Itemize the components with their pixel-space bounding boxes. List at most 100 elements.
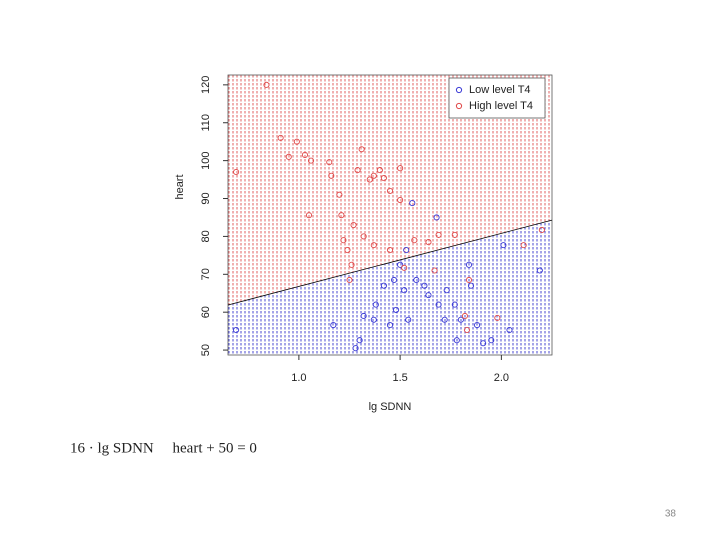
point: [397, 261, 404, 268]
legend-label: Low level T4: [469, 84, 531, 96]
point: [390, 276, 398, 284]
point: [403, 246, 410, 254]
point: [500, 242, 507, 249]
point: [393, 306, 400, 313]
point: [326, 159, 333, 166]
equation: 16 · lg SDNN heart + 50 = 0: [70, 440, 257, 456]
point: [397, 165, 404, 172]
point: [443, 287, 450, 294]
point: [441, 316, 448, 323]
point: [536, 267, 543, 274]
point: [328, 172, 335, 179]
point: [409, 200, 416, 207]
legend-marker: [455, 102, 463, 110]
point: [285, 153, 292, 160]
point: [277, 134, 284, 141]
y-tick-label: 100: [200, 151, 212, 169]
point: [397, 196, 404, 204]
point: [461, 312, 468, 320]
y-tick-label: 120: [200, 76, 212, 94]
point: [411, 237, 418, 244]
y-tick-label: 50: [200, 344, 212, 356]
x-tick-label: 2.0: [494, 372, 509, 384]
legend-box: [448, 77, 546, 119]
point: [346, 276, 353, 284]
point: [301, 151, 309, 158]
point: [453, 337, 460, 344]
point: [506, 326, 513, 334]
point: [467, 282, 475, 289]
point: [370, 172, 377, 179]
point: [380, 175, 387, 182]
point: [360, 312, 367, 320]
point: [474, 322, 481, 329]
point: [421, 282, 428, 289]
x-axis-label: lg SDNN: [369, 401, 412, 413]
point: [372, 301, 379, 308]
point: [425, 239, 432, 246]
point: [344, 246, 351, 254]
y-axis-label: heart: [174, 174, 186, 199]
point: [233, 326, 240, 334]
plot-frame: [227, 74, 553, 356]
point: [463, 326, 471, 334]
point: [350, 221, 357, 229]
point: [380, 282, 387, 289]
point: [307, 157, 315, 164]
point: [330, 322, 337, 329]
point: [433, 214, 440, 221]
point: [538, 226, 545, 234]
point: [435, 231, 442, 238]
point: [370, 316, 377, 323]
point: [386, 187, 394, 194]
point: [386, 322, 394, 329]
point: [366, 176, 373, 183]
point: [435, 301, 442, 308]
x-tick-label: 1.0: [291, 372, 306, 384]
point: [338, 212, 345, 219]
point: [352, 345, 359, 352]
point: [480, 340, 487, 347]
point: [405, 316, 412, 323]
y-tick-label: 110: [200, 114, 212, 132]
point: [356, 337, 363, 344]
point: [370, 242, 377, 249]
legend-marker: [455, 86, 463, 94]
point: [520, 242, 527, 249]
point: [358, 146, 365, 153]
point: [465, 276, 473, 284]
point: [360, 233, 367, 240]
point: [465, 261, 473, 268]
point: [305, 212, 313, 219]
point: [354, 167, 361, 174]
point: [425, 292, 432, 299]
legend-label: High level T4: [469, 100, 533, 112]
region-low: [228, 220, 552, 355]
x-tick-label: 1.5: [392, 372, 407, 384]
point: [340, 237, 347, 244]
point: [336, 191, 343, 198]
point: [451, 301, 458, 308]
page-number: 38: [665, 509, 677, 520]
y-tick-label: 70: [200, 268, 212, 280]
point: [413, 276, 420, 284]
point: [376, 167, 383, 174]
point: [348, 261, 355, 268]
y-tick-label: 90: [200, 192, 212, 204]
point: [431, 267, 438, 274]
point: [488, 337, 495, 344]
plot: 50 60 70 80 90 100 110 120 1.0 1.5 2.0 Low level T4…: [200, 74, 553, 384]
y-tick-label: 80: [200, 230, 212, 242]
y-tick-label: 60: [200, 306, 212, 318]
boundary-line: [227, 219, 553, 306]
point: [401, 264, 408, 271]
point: [263, 81, 270, 88]
region-high: [228, 75, 552, 305]
point: [494, 314, 501, 321]
point: [401, 287, 408, 294]
point: [233, 168, 240, 176]
point: [451, 231, 458, 238]
point: [457, 316, 464, 323]
